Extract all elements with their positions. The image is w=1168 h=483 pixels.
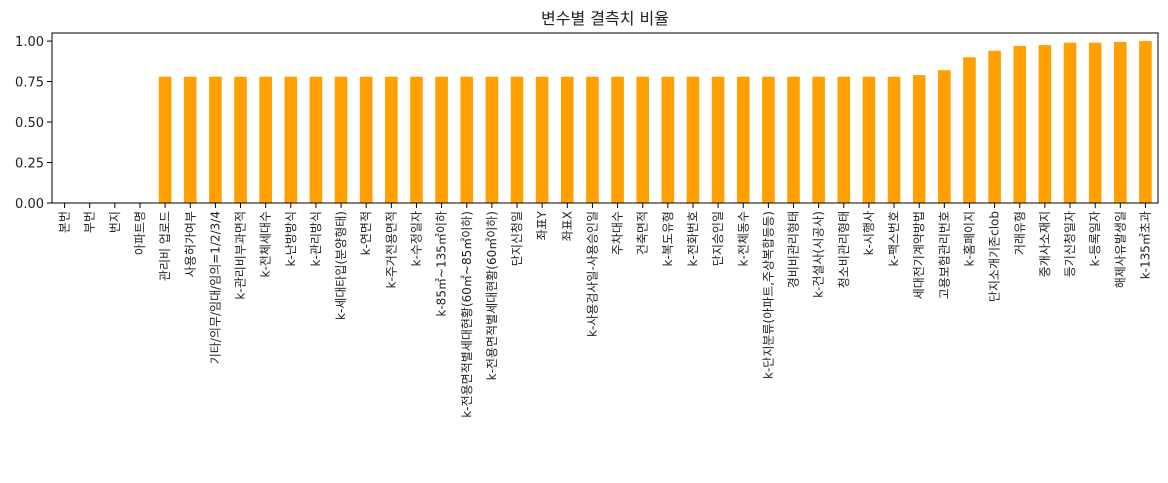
bar [460, 76, 474, 203]
x-tick-label: k-전용면적별세대현황(60㎡이하) [485, 211, 499, 380]
bar [586, 76, 599, 203]
x-tick-label: k-시행사 [861, 211, 876, 255]
y-tick-label: 0.00 [15, 197, 44, 212]
bar [561, 76, 574, 203]
bar [1063, 42, 1077, 204]
x-tick-label: 해제사유발생일 [1113, 211, 1127, 288]
x-tick-label: 등기신청일자 [1063, 211, 1077, 277]
x-tick-label: k-등록일자 [1088, 211, 1102, 266]
bar [912, 75, 926, 203]
x-tick-label: k-전체세대수 [259, 211, 273, 277]
bar [887, 76, 901, 203]
bar [183, 76, 197, 203]
x-tick-label: 본번 [58, 211, 72, 233]
bar [510, 76, 524, 203]
axes-group: 0.00 0.25 0.50 0.75 1.00 본번 부번 번지 아파트명 관리비 업로드 사용허… [15, 32, 1159, 418]
bar [837, 76, 851, 203]
x-tick-label: 단지신청일 [510, 211, 524, 266]
x-tick-label: 청소비관리형태 [837, 211, 851, 288]
x-tick-label: 건축면적 [636, 211, 650, 255]
x-tick-label: 중개사소재지 [1038, 211, 1052, 277]
x-tick-label: k-수정일자 [409, 211, 423, 266]
x-tick-label: k-복도유형 [661, 211, 675, 266]
x-tick-label: k-연면적 [359, 211, 373, 255]
bar [1088, 42, 1102, 204]
bar [787, 76, 800, 203]
bar [862, 76, 876, 203]
bar [938, 70, 951, 204]
x-tick-label: 부번 [83, 211, 97, 233]
x-tick-label: 경비비관리형태 [787, 211, 801, 288]
x-tick-label: 사용허가여부 [183, 211, 197, 277]
bar [309, 76, 323, 203]
x-tick-label: 단지소개기존clob [988, 211, 1002, 302]
bar [234, 76, 247, 203]
x-tick-label: k-단지분류(아파트,주상복합등등) [761, 211, 775, 379]
x-tick-label: 주차대수 [611, 211, 625, 255]
bar [284, 76, 298, 203]
y-tick-label: 0.25 [15, 157, 44, 172]
bar [359, 76, 373, 203]
x-tick-label: 아파트명 [133, 211, 147, 255]
x-tick-label: k-난방방식 [284, 211, 298, 266]
bar [385, 76, 398, 203]
x-tick-label: k-135㎡초과 [1138, 211, 1152, 279]
x-tick-label: k-관리방식 [309, 211, 323, 266]
x-tick-label: k-팩스번호 [887, 211, 901, 266]
x-tick-label: 고용보험관리번호 [937, 211, 951, 299]
x-tick-label: 번지 [108, 211, 122, 233]
x-tick-label: 좌표Y [535, 210, 549, 240]
bar [1038, 45, 1052, 203]
x-tick-label: k-전화번호 [686, 211, 700, 266]
bar [1139, 41, 1152, 203]
bar [963, 57, 976, 203]
bars-group [158, 41, 1152, 204]
bar [1114, 41, 1127, 204]
bar [485, 76, 499, 203]
bar [535, 76, 549, 203]
x-tick-label: k-주거전용면적 [384, 211, 398, 289]
x-tick-label: 기타/의무/임대/임의=1/2/3/4 [208, 211, 222, 364]
y-tick-label: 0.50 [15, 116, 44, 131]
plot-frame [51, 32, 1159, 204]
x-tick-label: k-사용검사일-사용승인일 [585, 211, 599, 337]
x-tick-label: 세대전기계약방법 [911, 211, 926, 299]
bar [988, 50, 1001, 204]
y-tick-label: 0.75 [15, 76, 44, 91]
bar [611, 76, 624, 203]
bar [736, 76, 750, 203]
bar [812, 76, 825, 203]
bar [334, 76, 348, 203]
x-tick-label: k-세대타입(분양형태) [334, 211, 348, 320]
x-tick-label: 관리비 업로드 [158, 211, 172, 281]
bar [636, 76, 649, 203]
bar [762, 76, 775, 203]
bar [661, 76, 675, 203]
x-tick-label: k-건설사(시공사) [812, 211, 826, 298]
x-tick-label: 단지승인일 [711, 211, 725, 266]
bar [209, 76, 222, 203]
x-tick-label: k-전체동수 [736, 211, 750, 266]
bar [259, 76, 272, 203]
bar [686, 76, 700, 203]
x-tick-label: k-홈페이지 [962, 211, 976, 266]
bar [410, 76, 423, 203]
x-tick-label: 좌표X [560, 211, 574, 241]
chart-title: 변수별 결측치 비율 [541, 9, 669, 28]
x-tick-label: k-85㎡~135㎡이하 [435, 211, 449, 317]
bar [435, 76, 448, 203]
x-tick-label: 거래유형 [1013, 211, 1027, 255]
bar [1013, 45, 1027, 204]
bar [158, 76, 172, 203]
x-tick-label: k-관리비부과면적 [234, 211, 248, 300]
y-tick-label: 1.00 [15, 35, 44, 50]
x-tick-label: k-전용면적별세대현황(60㎡~85㎡이하) [460, 211, 474, 418]
bar [711, 76, 725, 203]
